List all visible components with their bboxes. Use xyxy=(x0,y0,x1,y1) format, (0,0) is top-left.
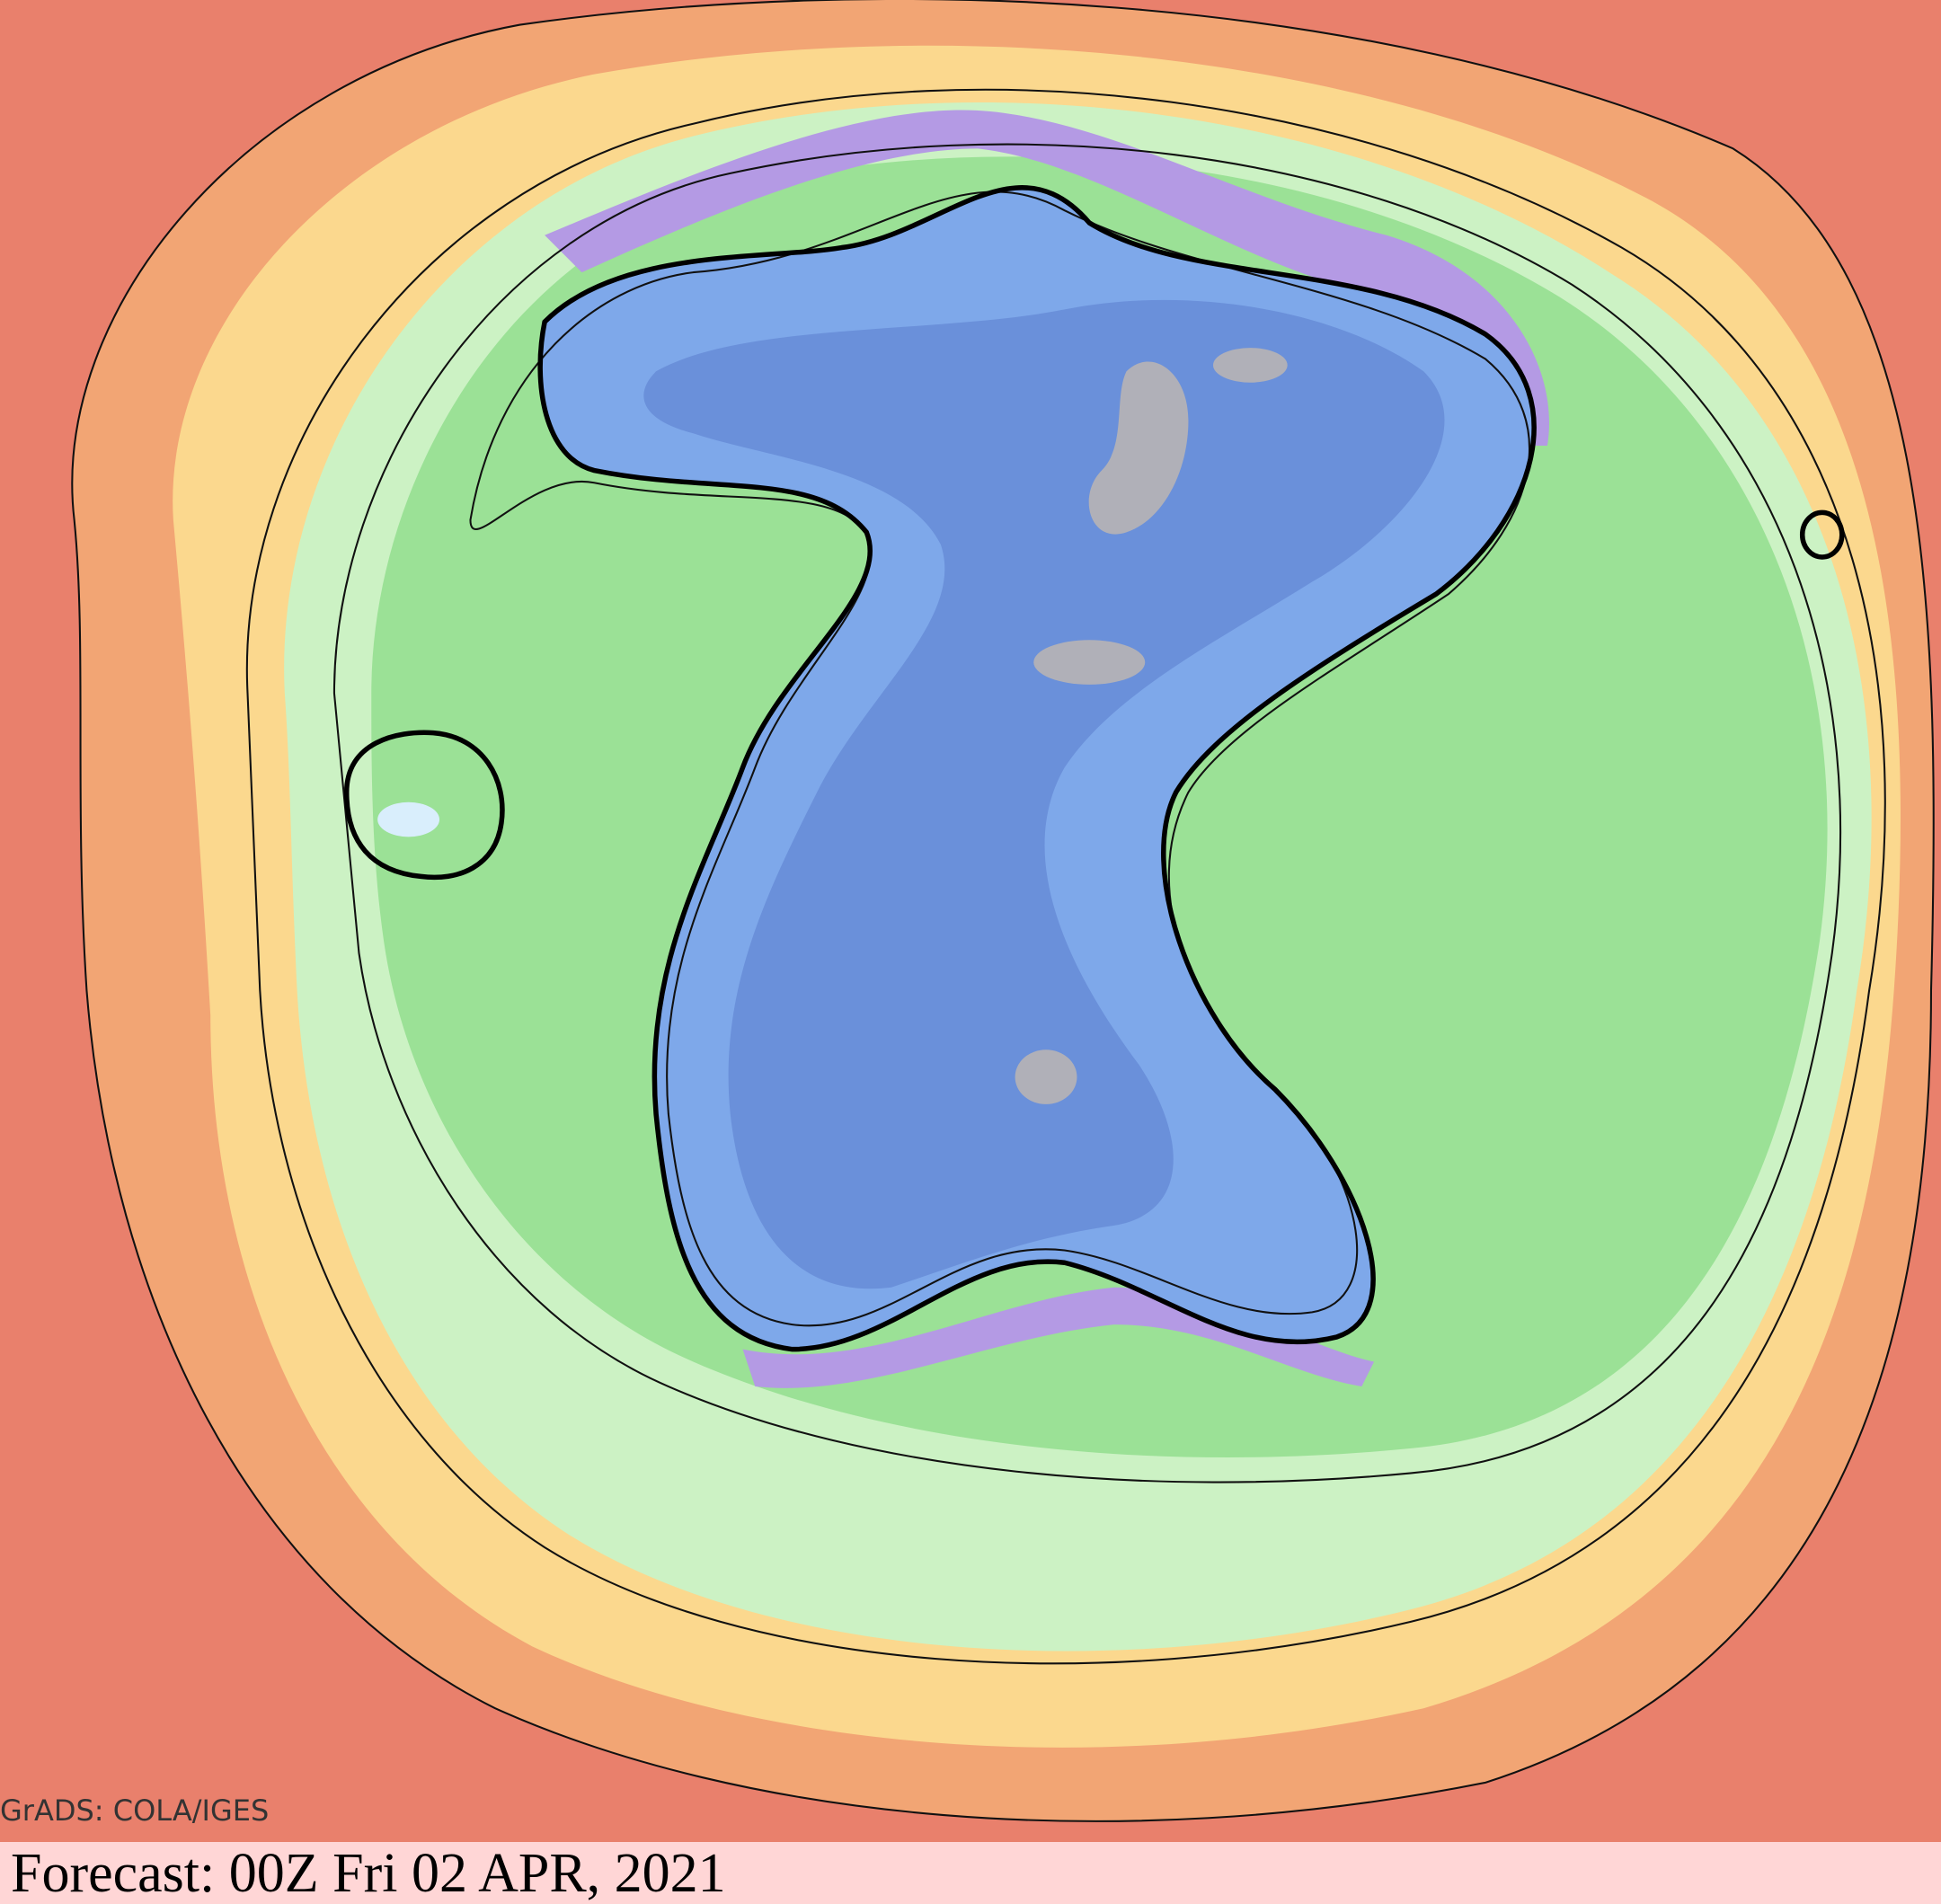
forecast-label: Forecast: 00Z Fri 02 APR, 2021 xyxy=(11,1843,726,1904)
credit-label: GrADS: COLA/IGES xyxy=(0,1793,270,1828)
weather-map xyxy=(71,0,1935,1822)
footer-bar xyxy=(0,1842,1941,1904)
